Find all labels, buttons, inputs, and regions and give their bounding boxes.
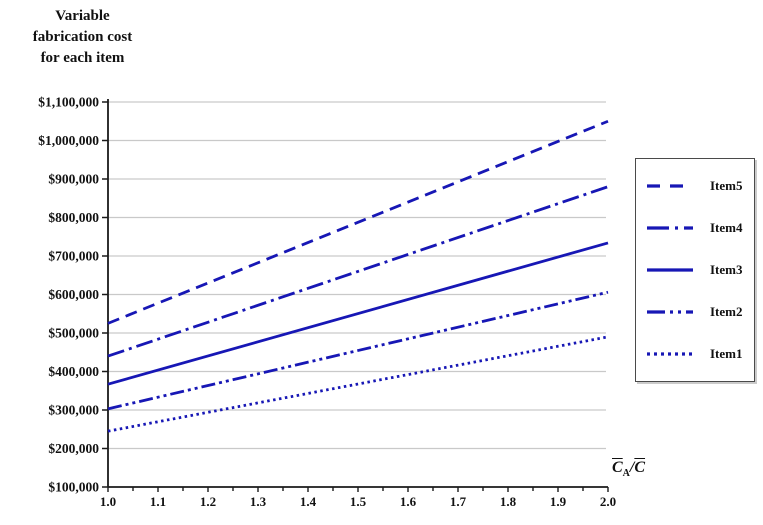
series-line-item5 bbox=[107, 119, 609, 325]
x-tick-label-1.4: 1.4 bbox=[300, 494, 317, 509]
legend: Item5 Item4 Item3 Item2 Item1 bbox=[635, 158, 755, 382]
legend-label-item3: Item3 bbox=[710, 262, 743, 277]
legend-label-item5: Item5 bbox=[710, 178, 743, 193]
series-line-item3 bbox=[107, 241, 609, 386]
y-tick-label-600000: $600,000 bbox=[48, 287, 99, 302]
legend-line-sample-dashed bbox=[647, 184, 693, 188]
legend-item-item5: Item5 bbox=[636, 166, 754, 206]
x-tick-label-1.9: 1.9 bbox=[550, 494, 567, 509]
series-line-item4 bbox=[107, 185, 609, 358]
y-tick-label-900000: $900,000 bbox=[48, 172, 99, 187]
y-tick-label-1000000: $1,000,000 bbox=[38, 133, 99, 148]
x-tick-label-1.3: 1.3 bbox=[250, 494, 267, 509]
x-axis-label-term2: C bbox=[634, 459, 646, 476]
chart-title: Variable fabrication cost for each item bbox=[0, 6, 165, 69]
legend-item-item4: Item4 bbox=[636, 208, 754, 248]
legend-line-sample-dotted bbox=[647, 352, 693, 356]
legend-line-sample-dash-dot-dot bbox=[647, 310, 693, 314]
x-axis-label-term1: C bbox=[612, 459, 623, 476]
legend-line-sample-solid bbox=[647, 268, 693, 272]
x-tick-label-1.7: 1.7 bbox=[450, 494, 467, 509]
legend-item-item1: Item1 bbox=[636, 334, 754, 374]
x-axis-label: CA/C bbox=[612, 459, 692, 479]
legend-item-item2: Item2 bbox=[636, 292, 754, 332]
series-line-item2 bbox=[107, 290, 609, 411]
legend-item-item3: Item3 bbox=[636, 250, 754, 290]
y-tick-label-400000: $400,000 bbox=[48, 364, 99, 379]
legend-label-item1: Item1 bbox=[710, 346, 743, 361]
y-tick-label-1100000: $1,100,000 bbox=[38, 95, 99, 110]
legend-label-item4: Item4 bbox=[710, 220, 743, 235]
y-tick-label-200000: $200,000 bbox=[48, 441, 99, 456]
legend-label-item2: Item2 bbox=[710, 304, 743, 319]
x-tick-label-1.0: 1.0 bbox=[100, 494, 116, 509]
y-tick-label-500000: $500,000 bbox=[48, 326, 99, 341]
x-tick-label-1.5: 1.5 bbox=[350, 494, 367, 509]
y-tick-label-300000: $300,000 bbox=[48, 403, 99, 418]
x-tick-label-1.6: 1.6 bbox=[400, 494, 417, 509]
chart-title-line2: fabrication cost bbox=[32, 29, 133, 45]
x-tick-label-1.1: 1.1 bbox=[150, 494, 166, 509]
y-tick-label-800000: $800,000 bbox=[48, 210, 99, 225]
x-axis-label-divider: / bbox=[629, 459, 635, 476]
y-tick-label-100000: $100,000 bbox=[48, 480, 99, 495]
legend-line-sample-dash-dot bbox=[647, 226, 693, 230]
x-tick-label-2.0: 2.0 bbox=[600, 494, 616, 509]
x-tick-label-1.2: 1.2 bbox=[200, 494, 216, 509]
x-axis-label-term1-subscript: A bbox=[622, 468, 630, 480]
y-tick-label-700000: $700,000 bbox=[48, 249, 99, 264]
series-line-item1 bbox=[107, 335, 609, 433]
x-tick-label-1.8: 1.8 bbox=[500, 494, 517, 509]
chart-title-line1: Variable bbox=[55, 8, 110, 24]
chart-title-line3: for each item bbox=[40, 50, 125, 66]
